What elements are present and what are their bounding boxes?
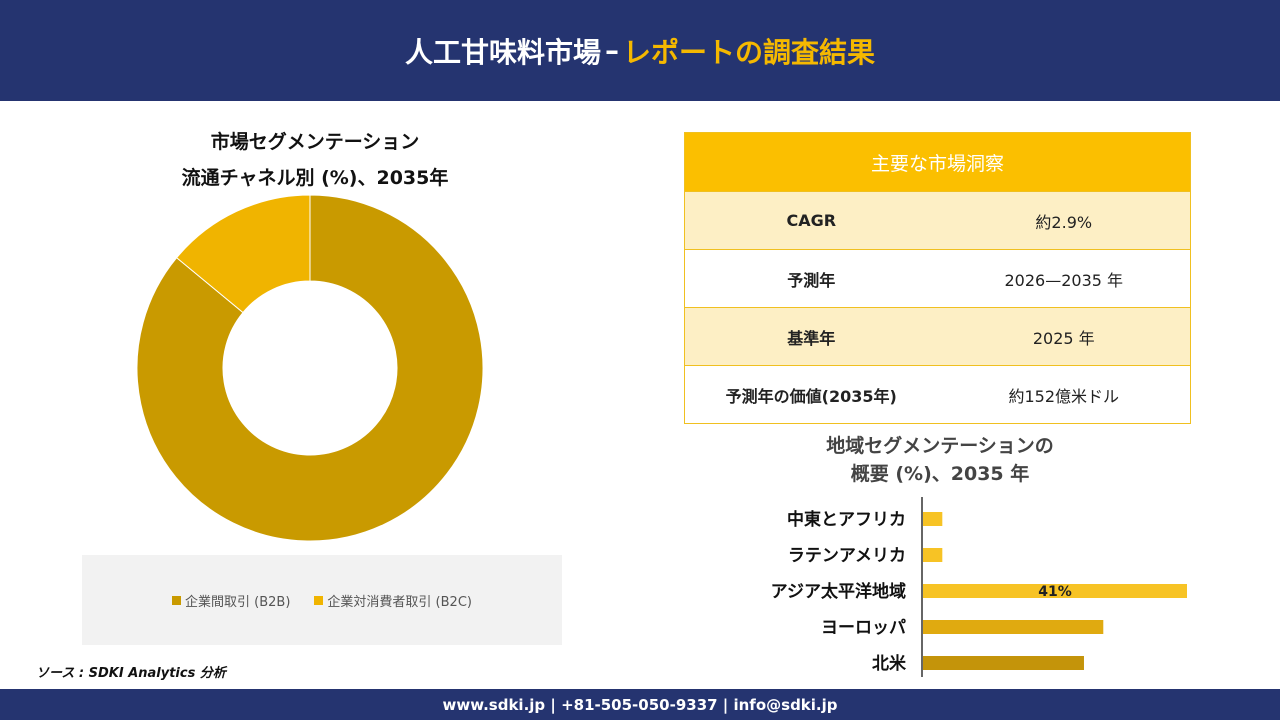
donut-legend: 企業間取引 (B2B) 企業対消費者取引 (B2C)	[82, 555, 562, 645]
bar-4	[923, 656, 1084, 670]
donut-title-line2: 流通チャネル別 (%)、2035年	[181, 167, 449, 189]
insight-row-cagr: CAGR 約2.9%	[685, 191, 1190, 249]
donut-title-line1: 市場セグメンテーション	[210, 131, 420, 153]
insight-key: CAGR	[786, 211, 837, 230]
legend-label-b2c: 企業対消費者取引 (B2C)	[327, 594, 472, 610]
bar-category-label: 北米	[872, 653, 907, 674]
donut-chart	[136, 194, 484, 542]
bar-category-label: 中東とアフリカ	[787, 509, 906, 530]
bar-2	[923, 584, 1187, 598]
bar-data-label: 41%	[1038, 584, 1072, 600]
bar-3	[923, 620, 1104, 634]
donut-slice-1	[175, 194, 311, 314]
bar-1	[923, 548, 943, 562]
insight-value: 約2.9%	[1035, 212, 1093, 232]
bar-category-label: アジア太平洋地域	[771, 581, 906, 602]
footer-contact: www.sdki.jp | +81-505-050-9337 | info@sd…	[0, 689, 1280, 720]
source-note: ソース : SDKI Analytics 分析	[36, 666, 226, 681]
insight-value: 約152億米ドル	[1008, 386, 1120, 406]
header-title-main: 人工甘味料市場	[404, 35, 601, 69]
bar-chart-title: 地域セグメンテーションの 概要 (%)、2035 年	[790, 432, 1090, 488]
insight-value: 2026—2035 年	[1004, 270, 1124, 290]
insights-heading: 主要な市場洞察	[685, 133, 1190, 191]
market-insights-table: 主要な市場洞察 CAGR 約2.9% 予測年 2026—2035 年 基準年 2…	[684, 132, 1191, 424]
header-title-accent: レポートの調査結果	[623, 35, 876, 69]
insight-key: 基準年	[787, 328, 836, 348]
legend-item-b2c: 企業対消費者取引 (B2C)	[314, 591, 472, 610]
legend-swatch-b2b	[172, 595, 182, 605]
bar-title-line1: 地域セグメンテーションの	[826, 435, 1054, 457]
insight-row-forecast-years: 予測年 2026—2035 年	[685, 249, 1190, 307]
donut-slice-0	[136, 194, 484, 542]
insight-row-forecast-value: 予測年の価値(2035年) 約152億米ドル	[685, 365, 1190, 423]
insight-key: 予測年の価値(2035年)	[725, 386, 897, 406]
header-title-dash: –	[605, 34, 619, 67]
legend-label-b2b: 企業間取引 (B2B)	[185, 594, 291, 610]
bar-title-line2: 概要 (%)、2035 年	[850, 463, 1030, 485]
insight-value: 2025 年	[1032, 328, 1095, 348]
bar-category-label: ラテンアメリカ	[788, 546, 906, 566]
donut-chart-title: 市場セグメンテーション 流通チャネル別 (%)、2035年	[100, 124, 530, 196]
legend-swatch-b2c	[314, 595, 324, 605]
legend-item-b2b: 企業間取引 (B2B)	[172, 591, 290, 610]
bar-category-label: ヨーロッパ	[821, 618, 906, 638]
insight-key: 予測年	[787, 270, 836, 290]
bar-0	[923, 512, 943, 526]
header-banner: 人工甘味料市場 – レポートの調査結果	[0, 0, 1280, 101]
insight-row-base-year: 基準年 2025 年	[685, 307, 1190, 365]
